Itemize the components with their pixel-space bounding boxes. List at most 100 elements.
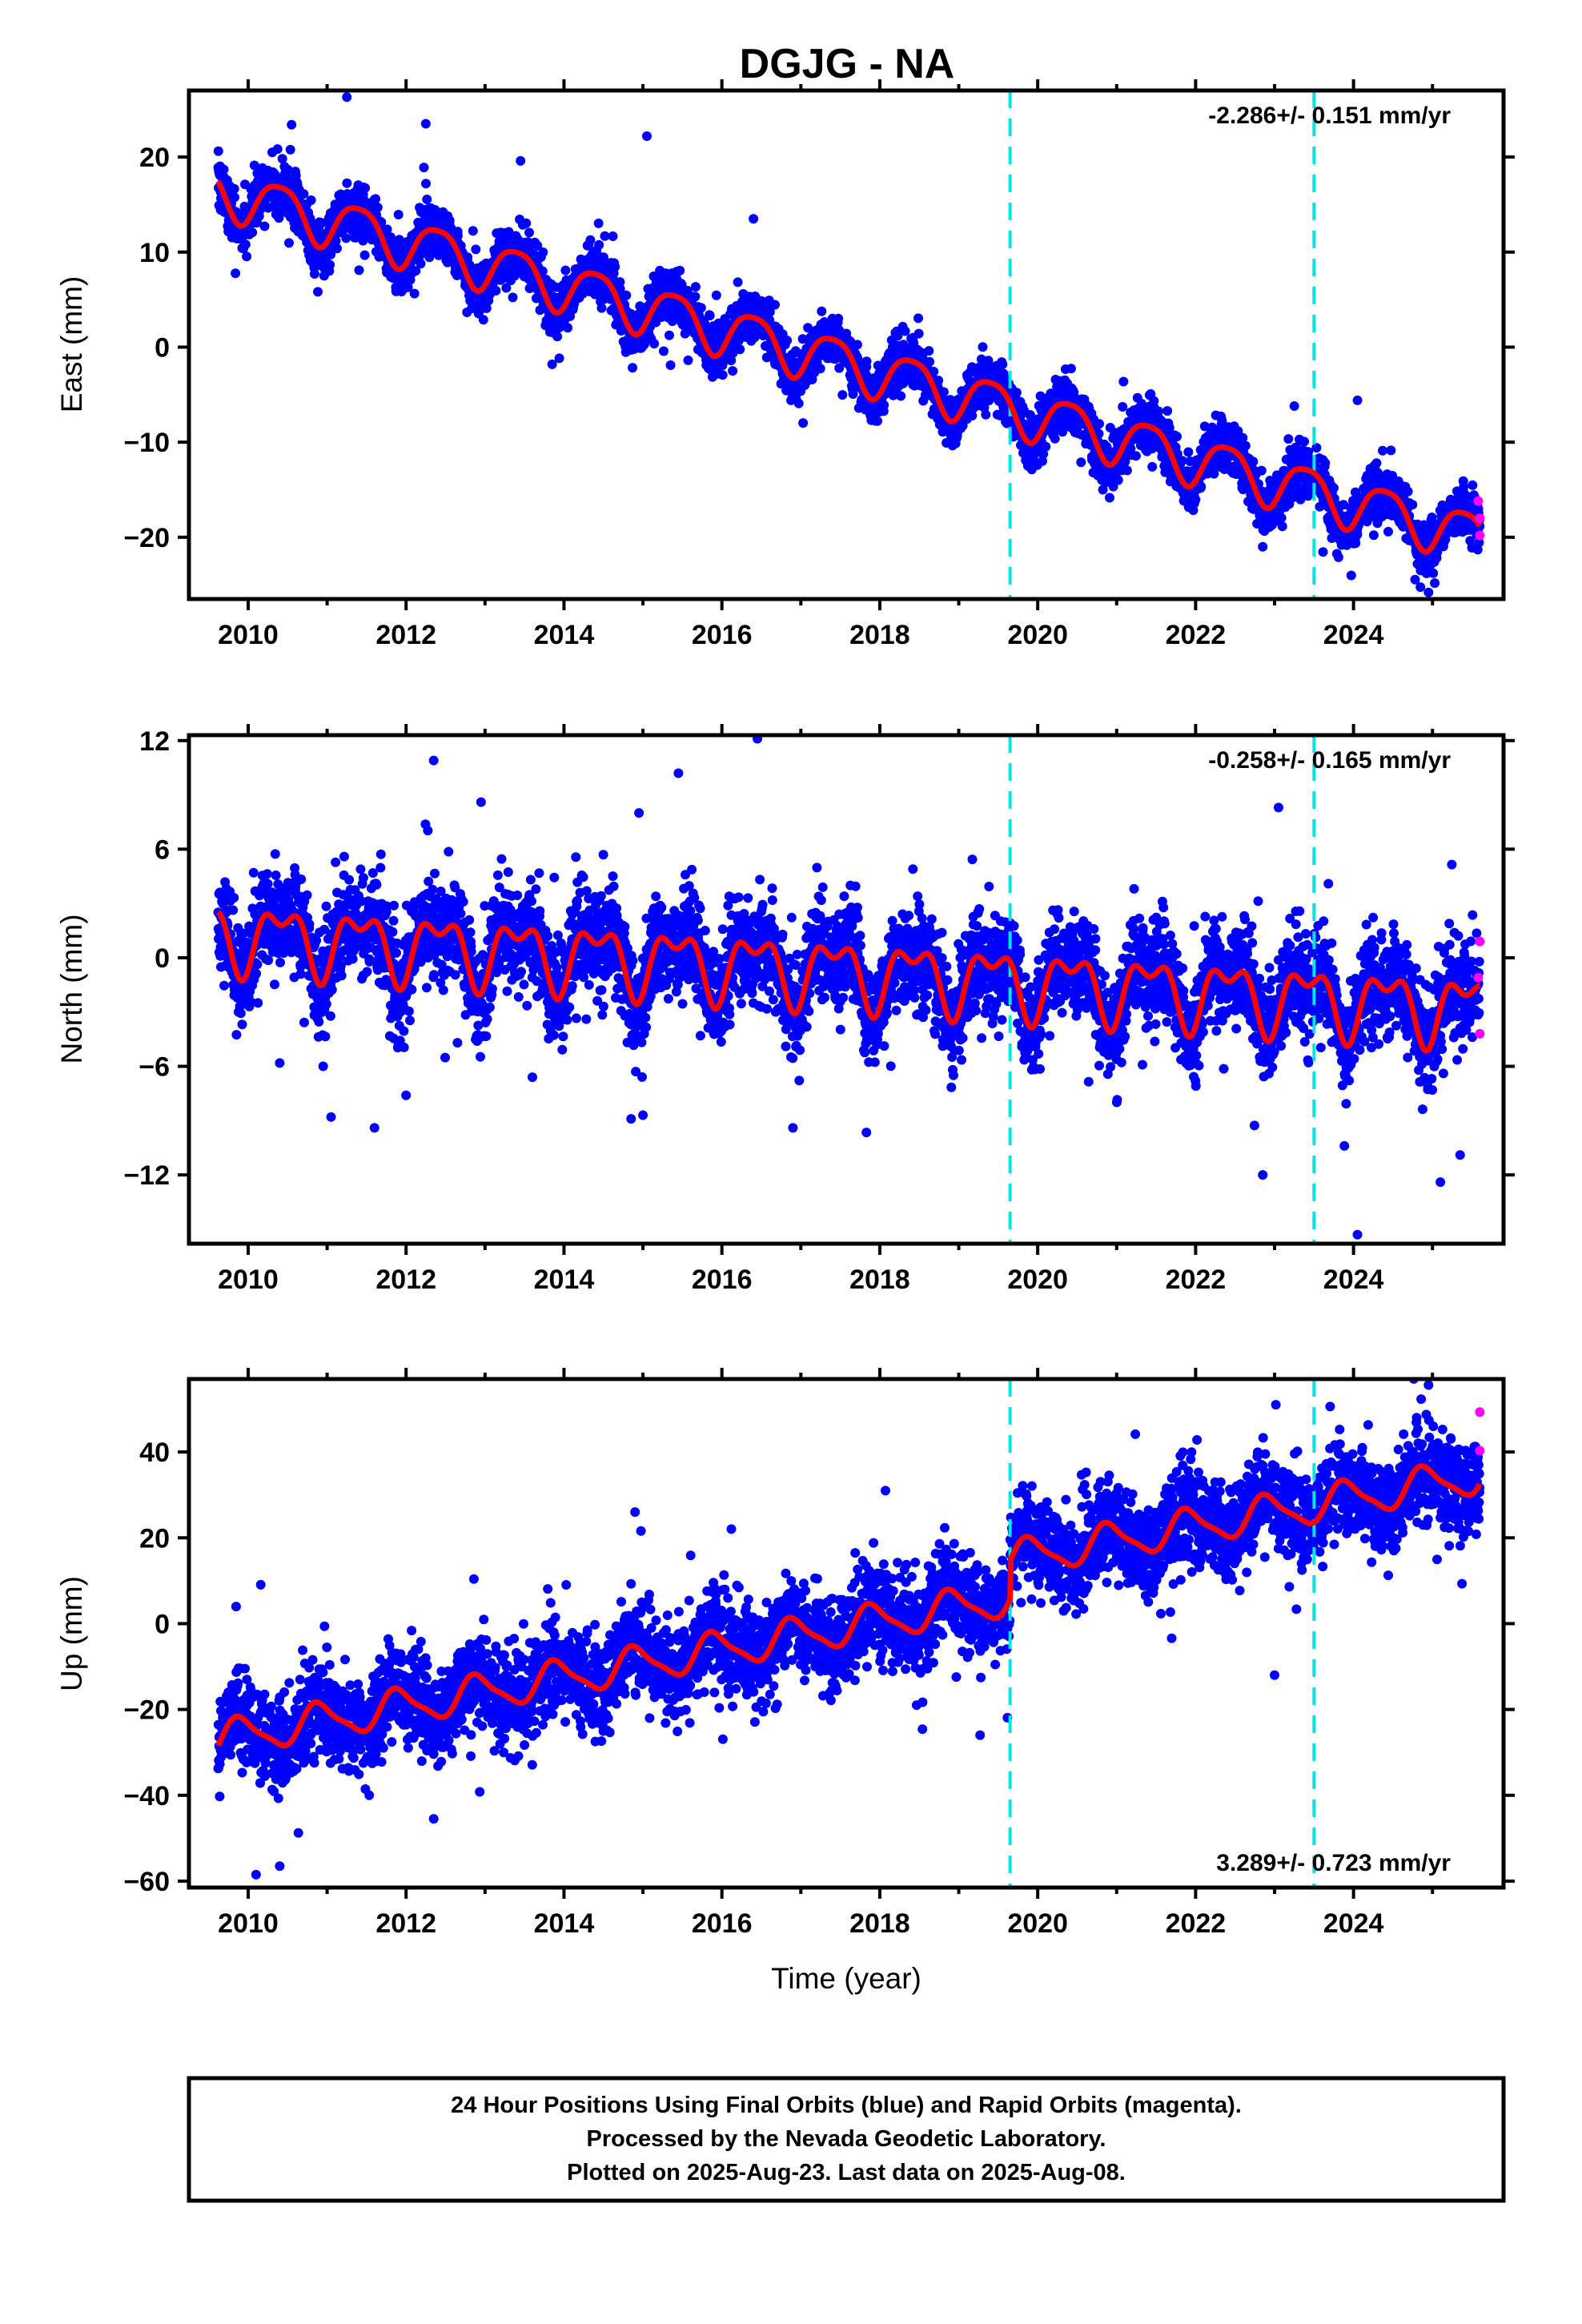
- east-data-point: [848, 389, 858, 399]
- east-data-point: [978, 342, 988, 352]
- east-data-point: [1147, 461, 1158, 472]
- east-data-point: [913, 313, 923, 324]
- east-data-point: [452, 231, 463, 241]
- east-data-point: [325, 259, 335, 270]
- east-data-point: [1183, 447, 1194, 457]
- east-data-point: [537, 266, 548, 276]
- east-data-point: [444, 215, 455, 226]
- east-data-point: [1154, 406, 1163, 416]
- east-data-point: [1011, 388, 1022, 398]
- east-data-point: [1320, 458, 1331, 468]
- east-data-point: [600, 231, 610, 241]
- chart-title: DGJG - NA: [740, 41, 955, 87]
- east-data-point: [359, 250, 370, 260]
- east-data-point: [247, 227, 258, 238]
- east-data-point: [501, 283, 512, 293]
- east-data-point: [249, 160, 259, 171]
- east-data-point: [1149, 396, 1159, 406]
- east-data-point: [285, 144, 295, 155]
- east-data-point: [683, 355, 693, 365]
- east-data-point: [675, 265, 685, 275]
- east-data-point: [313, 287, 323, 297]
- east-data-point: [981, 409, 991, 420]
- east-data-point: [309, 269, 319, 279]
- east-data-point: [585, 235, 596, 245]
- east-data-point: [770, 300, 780, 310]
- east-data-point: [478, 315, 488, 325]
- east-data-point: [934, 376, 944, 386]
- east-data-point: [240, 239, 251, 250]
- east-data-point: [938, 387, 949, 397]
- east-data-point: [782, 336, 793, 346]
- east-data-point: [861, 356, 872, 367]
- east-data-point: [896, 391, 906, 401]
- east-data-point: [229, 183, 239, 194]
- east-data-point: [1191, 494, 1201, 505]
- east-data-point: [231, 268, 241, 279]
- east-data-point: [873, 416, 882, 426]
- east-data-point: [213, 146, 223, 156]
- east-data-point: [468, 226, 478, 236]
- east-data-point: [615, 277, 625, 287]
- east-data-point: [521, 218, 532, 228]
- east-data-point: [332, 243, 342, 254]
- east-data-point: [596, 303, 607, 313]
- east-data-point: [272, 144, 283, 155]
- east-data-point: [690, 282, 701, 292]
- east-data-point: [254, 211, 264, 221]
- east-data-point: [659, 346, 669, 356]
- east-data-point: [1276, 513, 1287, 523]
- east-data-point: [803, 323, 813, 333]
- east-data-point: [608, 231, 618, 241]
- east-data-point: [639, 339, 649, 349]
- east-data-point: [665, 330, 674, 340]
- east-data-point: [1346, 570, 1356, 581]
- east-data-point: [879, 400, 889, 410]
- east-data-point: [765, 307, 775, 317]
- east-data-point: [1256, 465, 1267, 476]
- east-data-point: [696, 303, 706, 313]
- east-data-point: [817, 306, 827, 316]
- east-data-point: [277, 154, 287, 164]
- east-data-point: [471, 244, 481, 255]
- east-data-point: [728, 348, 738, 358]
- east-data-point: [1066, 364, 1076, 374]
- east-data-point: [1240, 440, 1251, 451]
- east-data-point: [481, 303, 492, 313]
- east-data-point: [1299, 436, 1309, 447]
- east-data-point: [508, 292, 518, 303]
- east-data-point: [552, 332, 563, 342]
- east-data-point: [394, 235, 404, 245]
- east-data-point: [690, 292, 701, 302]
- east-data-point: [717, 370, 728, 380]
- east-data-point: [1162, 406, 1173, 416]
- east-data-point: [284, 238, 294, 248]
- east-data-point: [299, 189, 309, 199]
- east-data-point: [360, 183, 371, 193]
- east-data-point: [1333, 552, 1343, 562]
- east-data-point: [1172, 432, 1182, 442]
- east-data-point: [416, 259, 426, 269]
- east-data-point: [1318, 547, 1328, 557]
- east-data-point: [563, 323, 573, 333]
- east-data-point: [283, 164, 293, 175]
- east-data-point: [711, 290, 721, 300]
- east-data-point: [798, 418, 809, 428]
- east-data-point: [523, 237, 533, 247]
- east-data-point: [1122, 465, 1132, 476]
- east-data-point: [371, 194, 381, 204]
- east-data-point: [728, 366, 738, 376]
- east-data-point: [1041, 441, 1051, 452]
- east-data-point: [1277, 521, 1287, 532]
- east-data-point: [924, 346, 934, 356]
- east-data-point: [532, 240, 543, 251]
- east-data-point: [893, 331, 903, 341]
- east-data-point: [793, 398, 804, 408]
- east-data-point: [219, 164, 229, 175]
- east-data-point: [274, 213, 284, 223]
- east-data-point: [242, 251, 252, 262]
- east-data-point: [610, 262, 620, 272]
- east-data-point: [1105, 493, 1114, 503]
- east-data-point: [403, 282, 413, 292]
- east-data-point: [900, 326, 910, 336]
